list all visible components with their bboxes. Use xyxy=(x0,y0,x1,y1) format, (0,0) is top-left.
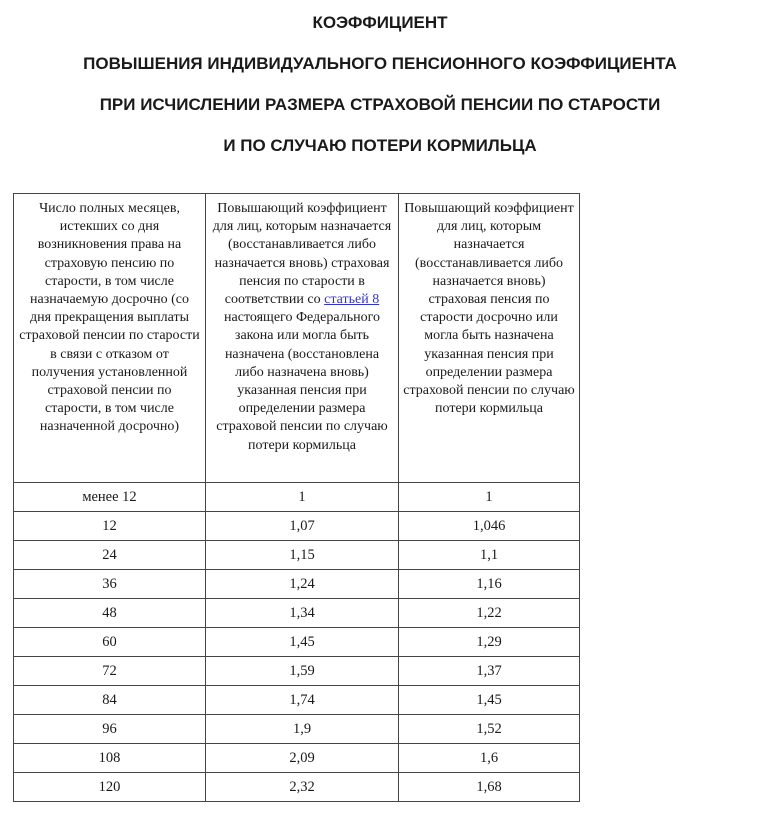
table-cell: 1,1 xyxy=(398,540,580,570)
table-cell: 1,6 xyxy=(398,743,580,773)
article-8-link[interactable]: статьей 8 xyxy=(324,292,380,308)
header-months-elapsed: Число полных месяцев, истекших со дня во… xyxy=(13,193,206,483)
table-cell: 1,07 xyxy=(205,511,399,541)
table-cell: 1,9 xyxy=(205,714,399,744)
table-cell: 1,68 xyxy=(398,772,580,802)
coefficient-table: Число полных месяцев, истекших со дня во… xyxy=(13,193,580,802)
title-line-2: ПОВЫШЕНИЯ ИНДИВИДУАЛЬНОГО ПЕНСИОННОГО КО… xyxy=(83,54,677,73)
table-cell: 120 xyxy=(13,772,206,802)
table-cell: 48 xyxy=(13,598,206,628)
table-body: менее 12 1 1 12 1,07 1,046 24 1,15 1,1 36 1,24 1,16… xyxy=(13,482,580,802)
table-cell: 2,32 xyxy=(205,772,399,802)
table-row: 84 1,74 1,45 xyxy=(13,685,580,715)
table-row: 12 1,07 1,046 xyxy=(13,511,580,541)
table-header-row: Число полных месяцев, истекших со дня во… xyxy=(13,193,580,483)
table-cell: 1,37 xyxy=(398,656,580,686)
table-cell: 60 xyxy=(13,627,206,657)
table-cell: 1,29 xyxy=(398,627,580,657)
table-row: 72 1,59 1,37 xyxy=(13,656,580,686)
table-row: 36 1,24 1,16 xyxy=(13,569,580,599)
table-row: 96 1,9 1,52 xyxy=(13,714,580,744)
table-cell: 72 xyxy=(13,656,206,686)
table-cell: 24 xyxy=(13,540,206,570)
title-line-1: КОЭФФИЦИЕНТ xyxy=(312,13,448,32)
header-coefficient-early: Повышающий коэффициент для лиц, которым … xyxy=(398,193,580,483)
table-cell: 1 xyxy=(205,482,399,512)
table-cell: 1,59 xyxy=(205,656,399,686)
table-cell: 36 xyxy=(13,569,206,599)
table-cell: 1,24 xyxy=(205,569,399,599)
table-cell: 1,16 xyxy=(398,569,580,599)
table-row: 120 2,32 1,68 xyxy=(13,772,580,802)
table-cell: 1,046 xyxy=(398,511,580,541)
table-cell: 1,52 xyxy=(398,714,580,744)
table-cell: 84 xyxy=(13,685,206,715)
table-cell: 1,15 xyxy=(205,540,399,570)
table-cell: 2,09 xyxy=(205,743,399,773)
table-row: 24 1,15 1,1 xyxy=(13,540,580,570)
table-cell: 108 xyxy=(13,743,206,773)
table-row: 60 1,45 1,29 xyxy=(13,627,580,657)
header-coefficient-old-age: Повышающий коэффициент для лиц, которым … xyxy=(205,193,399,483)
table-cell: 1,34 xyxy=(205,598,399,628)
table-cell: 96 xyxy=(13,714,206,744)
document-title: КОЭФФИЦИЕНТ ПОВЫШЕНИЯ ИНДИВИДУАЛЬНОГО ПЕ… xyxy=(0,0,760,166)
table-cell: 1,22 xyxy=(398,598,580,628)
table-cell: 1 xyxy=(398,482,580,512)
table-cell: менее 12 xyxy=(13,482,206,512)
header-text-after-link: настоящего Федерального закона или могла… xyxy=(216,310,388,453)
table-row: 48 1,34 1,22 xyxy=(13,598,580,628)
header-text-before-link: Повышающий коэффициент для лиц, которым … xyxy=(212,201,392,308)
table-cell: 1,74 xyxy=(205,685,399,715)
title-line-4: И ПО СЛУЧАЮ ПОТЕРИ КОРМИЛЬЦА xyxy=(223,136,537,155)
table-row: 108 2,09 1,6 xyxy=(13,743,580,773)
table-cell: 12 xyxy=(13,511,206,541)
table-cell: 1,45 xyxy=(398,685,580,715)
table-row: менее 12 1 1 xyxy=(13,482,580,512)
table-cell: 1,45 xyxy=(205,627,399,657)
title-line-3: ПРИ ИСЧИСЛЕНИИ РАЗМЕРА СТРАХОВОЙ ПЕНСИИ … xyxy=(99,95,661,114)
